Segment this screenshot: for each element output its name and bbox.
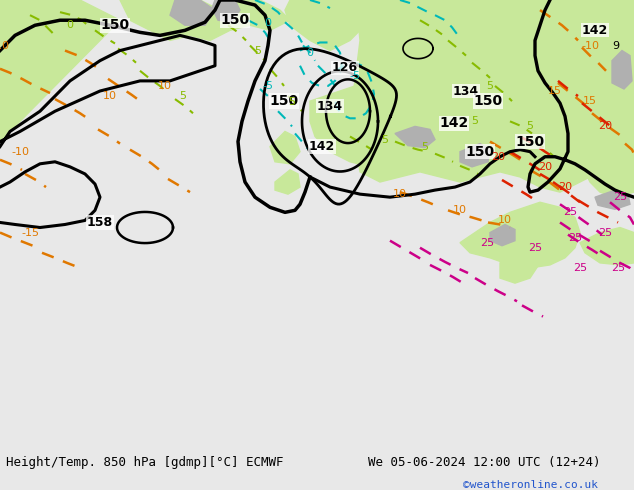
- Polygon shape: [460, 144, 490, 167]
- Polygon shape: [460, 202, 580, 268]
- Text: 5: 5: [288, 97, 295, 107]
- Text: 0: 0: [264, 18, 271, 28]
- Polygon shape: [500, 233, 545, 283]
- Text: 15: 15: [583, 96, 597, 106]
- Text: 150: 150: [100, 18, 129, 32]
- Text: 10: 10: [158, 81, 172, 91]
- Text: 20: 20: [558, 182, 572, 192]
- Polygon shape: [270, 131, 300, 164]
- Text: 150: 150: [515, 135, 545, 148]
- Text: 10: 10: [393, 189, 407, 199]
- Text: 25: 25: [563, 207, 577, 218]
- Text: 158: 158: [87, 216, 113, 229]
- Text: 5: 5: [526, 122, 533, 131]
- Polygon shape: [310, 81, 520, 167]
- Text: 150: 150: [465, 145, 495, 159]
- Text: -10: -10: [11, 147, 29, 157]
- Text: 25: 25: [573, 263, 587, 273]
- Text: 20: 20: [491, 152, 505, 162]
- Text: -5: -5: [262, 81, 273, 91]
- Text: 15: 15: [548, 86, 562, 96]
- Text: 5: 5: [179, 91, 186, 101]
- Polygon shape: [490, 224, 515, 245]
- Text: 0: 0: [67, 20, 74, 30]
- Text: 142: 142: [309, 140, 335, 153]
- Text: 150: 150: [269, 94, 299, 108]
- Text: 142: 142: [582, 24, 608, 37]
- Text: ©weatheronline.co.uk: ©weatheronline.co.uk: [463, 480, 598, 490]
- Text: 10: 10: [498, 216, 512, 225]
- Text: 142: 142: [439, 116, 469, 130]
- Text: 5: 5: [486, 81, 493, 91]
- Text: 5: 5: [422, 142, 429, 151]
- Polygon shape: [212, 0, 240, 22]
- Text: 5: 5: [472, 116, 479, 126]
- Text: -10: -10: [0, 41, 9, 50]
- Text: 25: 25: [568, 233, 582, 243]
- Polygon shape: [285, 0, 370, 50]
- Polygon shape: [395, 126, 435, 147]
- Text: 25: 25: [528, 243, 542, 253]
- Text: 0: 0: [306, 48, 313, 58]
- Polygon shape: [595, 190, 630, 209]
- Text: -10: -10: [581, 41, 599, 50]
- Text: 25: 25: [598, 227, 612, 238]
- Polygon shape: [350, 0, 634, 192]
- Text: 150: 150: [221, 13, 250, 27]
- Text: 5: 5: [382, 135, 389, 145]
- Text: 25: 25: [480, 238, 494, 247]
- Text: 10: 10: [103, 91, 117, 101]
- Text: We 05-06-2024 12:00 UTC (12+24): We 05-06-2024 12:00 UTC (12+24): [368, 456, 600, 468]
- Text: 126: 126: [332, 61, 358, 74]
- Text: 5: 5: [254, 46, 261, 55]
- Text: -5: -5: [349, 71, 361, 81]
- Text: 150: 150: [474, 94, 503, 108]
- Polygon shape: [570, 0, 634, 197]
- Polygon shape: [428, 131, 465, 167]
- Text: 10: 10: [453, 205, 467, 215]
- Text: 9: 9: [612, 41, 619, 50]
- Polygon shape: [120, 0, 290, 41]
- Text: 20: 20: [538, 162, 552, 172]
- Text: 134: 134: [317, 99, 343, 113]
- Polygon shape: [275, 170, 300, 194]
- Text: -15: -15: [21, 227, 39, 238]
- Polygon shape: [580, 227, 634, 265]
- Text: 25: 25: [611, 263, 625, 273]
- Polygon shape: [170, 0, 215, 25]
- Polygon shape: [0, 0, 634, 445]
- Text: Height/Temp. 850 hPa [gdmp][°C] ECMWF: Height/Temp. 850 hPa [gdmp][°C] ECMWF: [6, 456, 284, 468]
- Text: 134: 134: [453, 84, 479, 98]
- Text: 20: 20: [598, 122, 612, 131]
- Polygon shape: [0, 0, 120, 142]
- Text: 25: 25: [613, 192, 627, 202]
- Polygon shape: [612, 50, 632, 89]
